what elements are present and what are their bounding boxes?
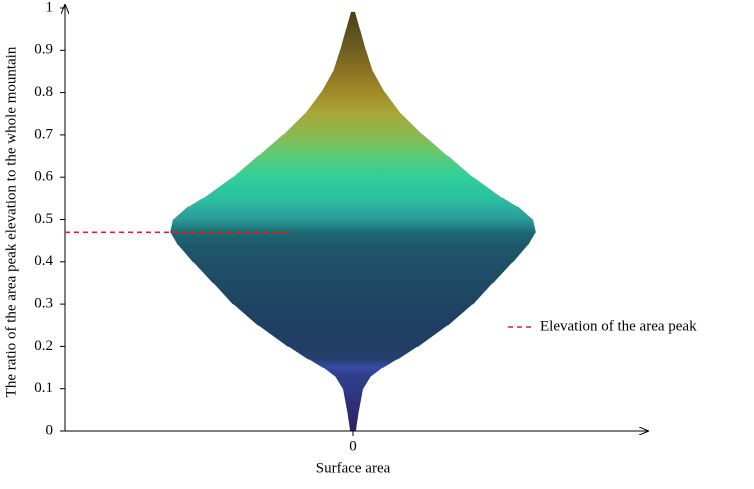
- violin-band: [257, 134, 449, 157]
- violin-band: [202, 176, 504, 199]
- violin-band: [308, 358, 398, 368]
- violin-band: [213, 282, 493, 305]
- y-tick-label: 0.3: [34, 296, 53, 312]
- violin-band: [346, 409, 360, 423]
- y-tick-label: 0: [46, 422, 54, 438]
- violin-band: [323, 367, 383, 377]
- violin-band: [170, 231, 536, 246]
- violin-band: [232, 303, 474, 326]
- violin-band: [187, 198, 519, 208]
- y-tick-label: 0.9: [34, 42, 53, 58]
- violin-band: [173, 206, 533, 220]
- violin-band: [348, 422, 358, 432]
- violin-band: [257, 324, 449, 347]
- y-tick-label: 0.1: [34, 380, 53, 396]
- legend-label: Elevation of the area peak: [540, 318, 697, 334]
- y-tick-label: 0.7: [34, 126, 53, 142]
- y-axis-label: The ratio of the area peak elevation to …: [3, 46, 19, 397]
- violin-band: [304, 92, 402, 115]
- y-tick-label: 0.2: [34, 338, 53, 354]
- violin-band: [333, 50, 373, 72]
- violin-band: [177, 244, 529, 263]
- y-tick-label: 0.6: [34, 169, 53, 185]
- violin-band: [170, 219, 536, 233]
- violin-band: [192, 261, 514, 284]
- y-tick-label: 0.8: [34, 84, 53, 100]
- x-axis-label: Surface area: [316, 460, 391, 476]
- violin-band: [283, 113, 423, 136]
- violin-band: [334, 375, 372, 389]
- violin-band: [287, 346, 419, 360]
- y-tick-label: 0.5: [34, 211, 53, 227]
- violin-band: [346, 11, 360, 30]
- x-tick-label: 0: [349, 438, 357, 454]
- y-tick-label: 0.4: [34, 253, 53, 269]
- violin-band: [342, 388, 364, 411]
- violin-band: [321, 71, 385, 93]
- violin-band: [232, 155, 474, 178]
- violin-band: [340, 28, 366, 51]
- y-tick-label: 1: [46, 0, 54, 15]
- violin: [170, 11, 536, 432]
